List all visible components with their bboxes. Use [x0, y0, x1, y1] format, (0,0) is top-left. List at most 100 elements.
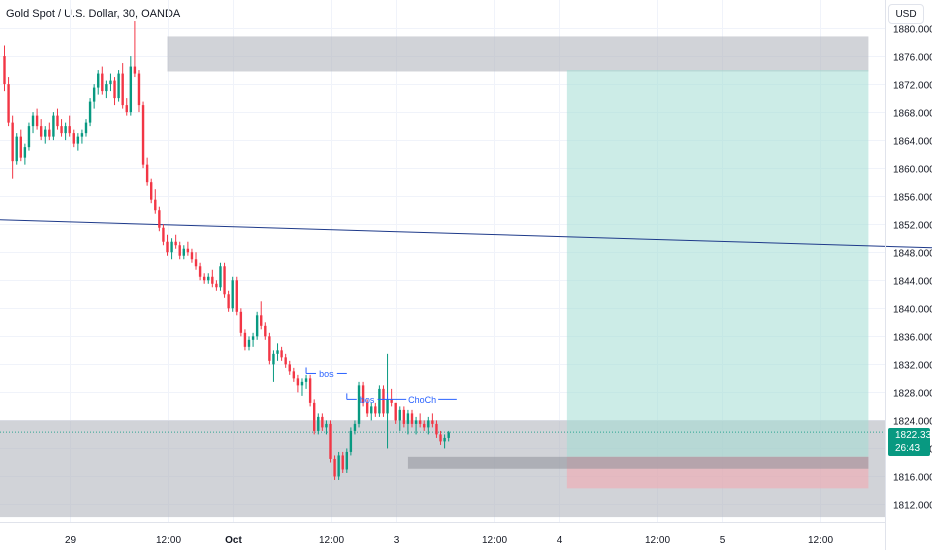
candle-body — [398, 409, 401, 421]
candle-body — [11, 122, 14, 162]
candle-body — [308, 378, 312, 403]
annotation-label: ChoCh — [408, 395, 436, 405]
candle-body — [105, 84, 108, 92]
price-tick-label: 1812.000 — [893, 501, 932, 512]
candle-body — [72, 133, 75, 144]
candle-body — [39, 126, 43, 137]
candle-body — [264, 325, 267, 337]
price-tick-label: 1840.000 — [893, 305, 932, 316]
currency-button[interactable]: USD — [888, 4, 924, 24]
candle-body — [84, 122, 88, 134]
candle-body — [202, 276, 206, 281]
candle-body — [27, 126, 31, 148]
candle-body — [435, 423, 438, 435]
candle-body — [145, 164, 149, 183]
last-price-value: 1822.330 — [895, 430, 932, 441]
entry-band — [407, 456, 869, 469]
price-tick-label: 1816.000 — [893, 473, 932, 484]
candle-body — [370, 406, 373, 414]
candle-body — [162, 227, 165, 242]
supply-zone — [167, 36, 869, 72]
candle-body — [333, 458, 336, 477]
candle-body — [439, 434, 442, 442]
candle-body — [317, 416, 320, 431]
candle-body — [247, 339, 251, 347]
candle-body — [243, 332, 247, 347]
candle-body — [321, 416, 324, 428]
candle-body — [325, 423, 328, 428]
time-tick-label: 5 — [720, 535, 726, 546]
candle-body — [133, 66, 137, 74]
candle-body — [52, 115, 55, 137]
price-tick-label: 1860.000 — [893, 165, 932, 176]
time-tick-label: Oct — [225, 535, 242, 546]
time-tick-label: 12:00 — [482, 535, 507, 546]
candle-body — [215, 283, 218, 288]
candle-body — [296, 378, 300, 386]
candle-body — [255, 315, 259, 337]
position-profit-area — [566, 70, 869, 457]
candle-body — [260, 315, 263, 326]
candle-body — [113, 80, 116, 99]
candle-body — [92, 87, 96, 102]
candle-body — [227, 294, 230, 309]
candle-body — [19, 136, 22, 158]
annotation-label: bos — [360, 395, 375, 405]
candle-body — [223, 266, 226, 295]
candle-body — [394, 402, 397, 421]
candle-body — [280, 350, 283, 358]
candle-body — [268, 336, 271, 361]
candle-body — [15, 136, 18, 162]
time-tick-label: 3 — [394, 535, 400, 546]
candle-body — [154, 199, 157, 211]
candle-body — [178, 245, 181, 256]
time-tick-label: 12:00 — [156, 535, 181, 546]
trendline — [0, 219, 932, 249]
candle-countdown: 26:43 — [895, 443, 921, 454]
candle-body — [219, 266, 222, 288]
candle-body — [382, 388, 385, 414]
candle-body — [345, 451, 348, 470]
candle-body — [150, 182, 153, 200]
candle-body — [48, 129, 51, 137]
candle-body — [182, 248, 185, 256]
candle-body — [60, 126, 63, 134]
time-tick-label: 4 — [557, 535, 563, 546]
candle-body — [390, 399, 393, 403]
candle-body — [166, 241, 169, 253]
candle-body — [186, 248, 190, 253]
candle-body — [313, 402, 316, 431]
candle-body — [341, 455, 344, 470]
candle-body — [235, 280, 238, 312]
zones — [0, 36, 885, 518]
candle-body — [117, 73, 120, 99]
candle-body — [194, 259, 198, 267]
time-tick-label: 12:00 — [319, 535, 344, 546]
price-tick-label: 1828.000 — [893, 389, 932, 400]
candle-body — [170, 241, 173, 253]
price-tick-label: 1872.000 — [893, 81, 932, 92]
candle-body — [357, 385, 361, 424]
candle-body — [125, 105, 128, 113]
candle-body — [231, 280, 234, 309]
candle-body — [276, 350, 279, 354]
candle-body — [378, 388, 381, 414]
candle-body — [56, 115, 59, 127]
candle-body — [418, 420, 422, 424]
price-tick-label: 1844.000 — [893, 277, 932, 288]
last-price-badge: 1822.330 26:43 — [888, 428, 932, 456]
price-tick-label: 1856.000 — [893, 193, 932, 204]
candle-body — [80, 133, 84, 137]
candle-body — [35, 115, 39, 127]
candles — [3, 21, 450, 480]
candle-body — [23, 147, 27, 158]
candle-body — [137, 73, 141, 106]
candle-body — [207, 276, 210, 281]
candle-body — [7, 84, 10, 123]
price-tick-label: 1832.000 — [893, 361, 932, 372]
annotation-label: bos — [319, 369, 334, 379]
candle-body — [44, 129, 47, 137]
candle-body — [88, 101, 92, 123]
price-tick-label: 1852.000 — [893, 221, 932, 232]
